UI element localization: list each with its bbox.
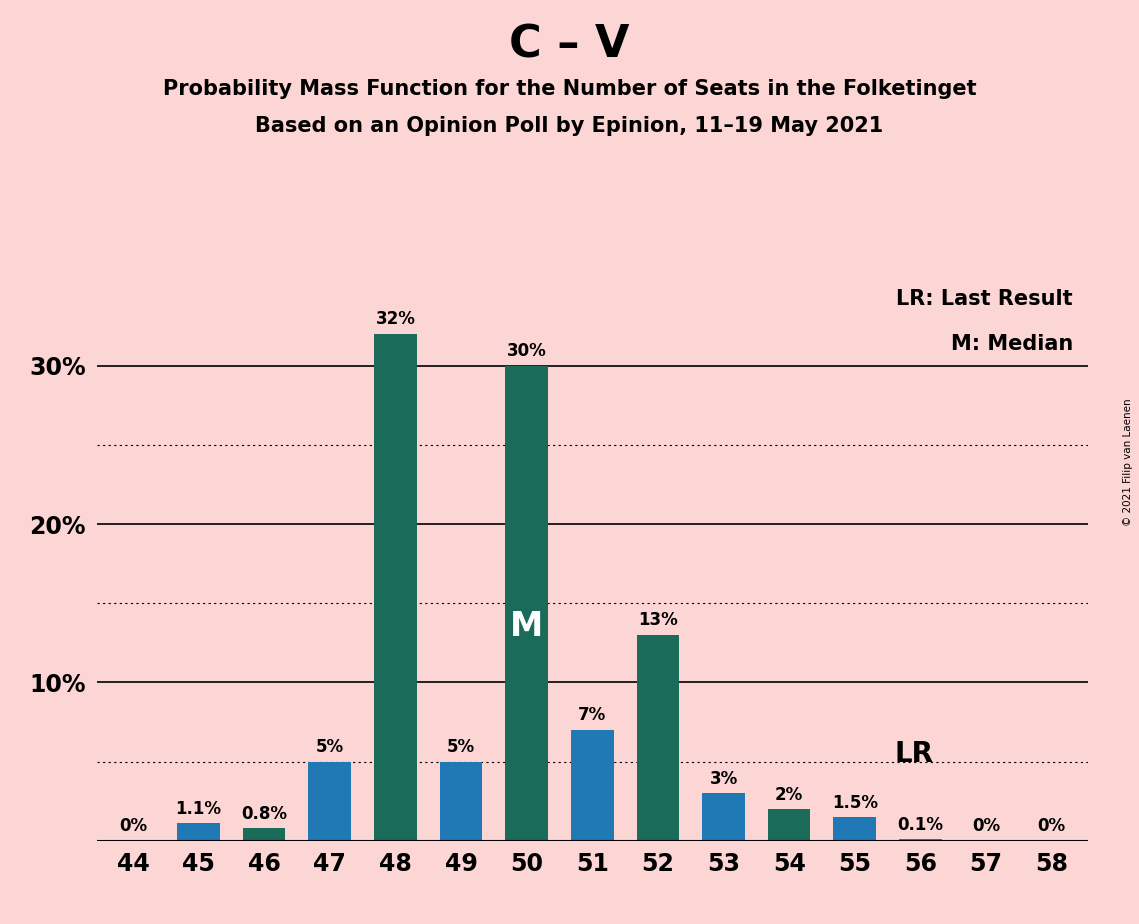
Text: Based on an Opinion Poll by Epinion, 11–19 May 2021: Based on an Opinion Poll by Epinion, 11–… bbox=[255, 116, 884, 136]
Bar bbox=[440, 761, 482, 841]
Bar bbox=[506, 366, 548, 841]
Text: 0.8%: 0.8% bbox=[241, 805, 287, 822]
Text: LR: LR bbox=[894, 740, 933, 768]
Text: M: M bbox=[510, 611, 543, 643]
Bar bbox=[243, 828, 286, 841]
Text: 2%: 2% bbox=[775, 785, 803, 804]
Bar bbox=[374, 334, 417, 841]
Text: © 2021 Filip van Laenen: © 2021 Filip van Laenen bbox=[1123, 398, 1133, 526]
Text: 1.1%: 1.1% bbox=[175, 800, 221, 818]
Text: 0%: 0% bbox=[1038, 818, 1066, 835]
Text: 0.1%: 0.1% bbox=[898, 816, 943, 833]
Bar bbox=[834, 817, 876, 841]
Bar bbox=[309, 761, 351, 841]
Text: 5%: 5% bbox=[316, 738, 344, 756]
Bar bbox=[571, 730, 614, 841]
Text: 7%: 7% bbox=[579, 707, 606, 724]
Bar bbox=[637, 635, 679, 841]
Text: 0%: 0% bbox=[118, 818, 147, 835]
Text: LR: Last Result: LR: Last Result bbox=[896, 289, 1073, 310]
Text: 32%: 32% bbox=[376, 310, 416, 328]
Bar bbox=[703, 794, 745, 841]
Text: 0%: 0% bbox=[972, 818, 1000, 835]
Text: C – V: C – V bbox=[509, 23, 630, 67]
Bar bbox=[178, 823, 220, 841]
Bar bbox=[768, 809, 811, 841]
Text: 3%: 3% bbox=[710, 770, 738, 788]
Text: 5%: 5% bbox=[446, 738, 475, 756]
Text: 30%: 30% bbox=[507, 342, 547, 360]
Text: 1.5%: 1.5% bbox=[831, 794, 878, 811]
Text: 13%: 13% bbox=[638, 612, 678, 629]
Bar bbox=[899, 839, 942, 841]
Text: M: Median: M: Median bbox=[951, 334, 1073, 354]
Text: Probability Mass Function for the Number of Seats in the Folketinget: Probability Mass Function for the Number… bbox=[163, 79, 976, 99]
